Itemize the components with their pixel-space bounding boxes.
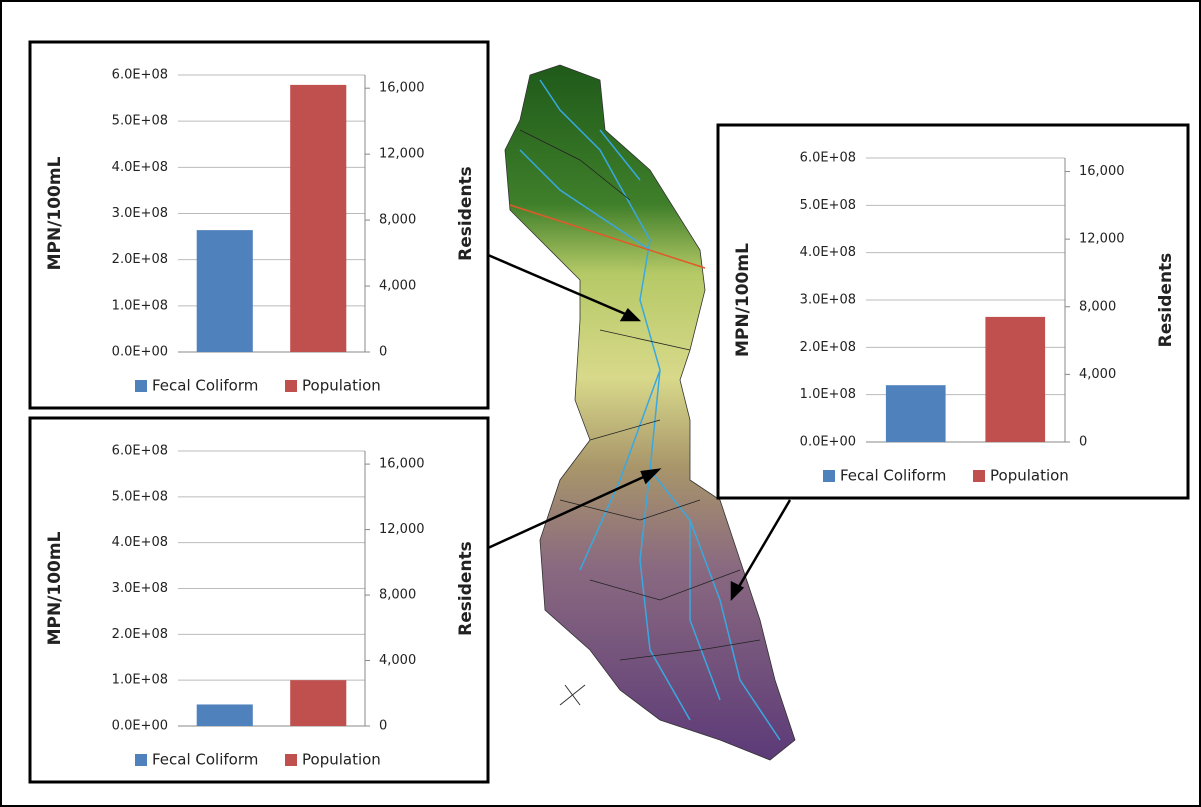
y-tick-label: 4.0E+08 [800,245,856,260]
legend-swatch [135,754,147,766]
chart-panel: 0.0E+00 1.0E+08 2.0E+08 3.0E+08 4.0E+08 5.0E+… [30,42,488,408]
y2-tick-label: 16,000 [379,457,425,472]
y2-axis-title: Residents [1156,253,1176,348]
y-tick-label: 2.0E+08 [112,252,168,267]
y-tick-label: 3.0E+08 [112,581,168,596]
legend-label: Fecal Coliform [840,467,946,485]
y-tick-label: 1.0E+08 [112,298,168,313]
chart-frame [30,418,488,782]
y2-tick-label: 16,000 [379,81,425,96]
legend-swatch [135,380,147,392]
bar [290,680,346,726]
legend-swatch [285,754,297,766]
legend-label: Population [302,377,381,395]
y2-tick-label: 0 [379,719,387,734]
y-tick-label: 1.0E+08 [112,673,168,688]
y-tick-label: 1.0E+08 [800,387,856,402]
bar [197,230,253,352]
figure-canvas: 0.0E+00 1.0E+08 2.0E+08 3.0E+08 4.0E+08 5.0E+… [0,0,1201,807]
legend-label: Population [302,751,381,769]
legend-label: Fecal Coliform [152,377,258,395]
y2-tick-label: 12,000 [379,147,425,162]
chart-frame [30,42,488,408]
y-tick-label: 3.0E+08 [800,293,856,308]
legend-swatch [823,470,835,482]
legend-label: Population [990,467,1069,485]
y-tick-label: 0.0E+00 [800,435,856,450]
legend-swatch [285,380,297,392]
y-axis-title: MPN/100mL [733,243,753,357]
y-tick-label: 4.0E+08 [112,535,168,550]
chart-panel: 0.0E+00 1.0E+08 2.0E+08 3.0E+08 4.0E+08 5.0E+… [718,125,1188,498]
y-tick-label: 6.0E+08 [800,151,856,166]
y2-tick-label: 16,000 [1079,164,1125,179]
y2-axis-title: Residents [456,541,476,636]
bar [290,85,346,352]
y-tick-label: 5.0E+08 [112,489,168,504]
y-tick-label: 6.0E+08 [112,444,168,459]
bar [197,704,253,726]
y-tick-label: 5.0E+08 [800,198,856,213]
y-axis-title: MPN/100mL [45,531,65,645]
chart-panel: 0.0E+00 1.0E+08 2.0E+08 3.0E+08 4.0E+08 5.0E+… [30,418,488,782]
y2-axis-title: Residents [456,166,476,261]
y2-tick-label: 0 [379,345,387,360]
y2-tick-label: 8,000 [379,213,416,228]
y2-tick-label: 0 [1079,435,1087,450]
y-tick-label: 4.0E+08 [112,160,168,175]
y-tick-label: 2.0E+08 [800,340,856,355]
y-tick-label: 0.0E+00 [112,345,168,360]
y2-tick-label: 12,000 [379,522,425,537]
y2-tick-label: 4,000 [379,279,416,294]
y-tick-label: 6.0E+08 [112,68,168,83]
y-tick-label: 0.0E+00 [112,719,168,734]
bar [985,317,1045,442]
y-tick-label: 2.0E+08 [112,627,168,642]
y-axis-title: MPN/100mL [45,156,65,270]
figure: 0.0E+00 1.0E+08 2.0E+08 3.0E+08 4.0E+08 5.0E+… [0,0,1201,807]
y-tick-label: 3.0E+08 [112,206,168,221]
y2-tick-label: 12,000 [1079,232,1125,247]
y2-tick-label: 4,000 [379,653,416,668]
y2-tick-label: 8,000 [1079,299,1116,314]
y2-tick-label: 8,000 [379,588,416,603]
y-tick-label: 5.0E+08 [112,114,168,129]
legend-label: Fecal Coliform [152,751,258,769]
y2-tick-label: 4,000 [1079,367,1116,382]
legend-swatch [973,470,985,482]
bar [886,385,946,442]
